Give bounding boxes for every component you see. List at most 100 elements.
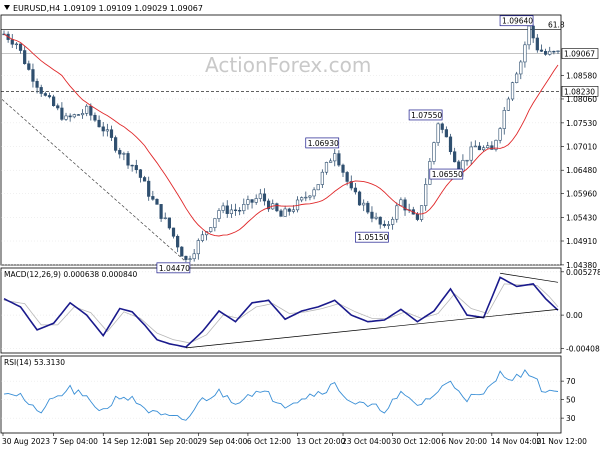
candle-body (47, 95, 52, 98)
candle-body (444, 129, 448, 138)
candle-body (370, 211, 374, 219)
candle-body (233, 209, 238, 212)
candle-body (448, 136, 453, 153)
candle-body (341, 164, 345, 173)
candle-body (118, 150, 122, 155)
candle-body (27, 63, 31, 70)
candle-body (519, 61, 523, 75)
candle-body (23, 50, 27, 65)
candle-body (151, 196, 155, 200)
candle-body (287, 208, 291, 212)
swing-label: 1.06550 (432, 170, 463, 179)
candle-body (250, 199, 254, 203)
swing-label: 1.04470 (159, 264, 190, 273)
candle-body (258, 193, 262, 199)
candle-body (43, 93, 47, 96)
candle-body (225, 205, 229, 214)
swing-label-box (429, 168, 464, 180)
fib-level-label: 61.8 (548, 21, 565, 30)
candle-body (126, 153, 130, 166)
candle-body (552, 50, 556, 53)
time-tick-label: 21 Sep 20:00 (148, 437, 198, 446)
candle-body (308, 195, 312, 198)
symbol-dropdown-icon[interactable] (4, 5, 10, 10)
candle-body (171, 227, 176, 237)
candle-body (221, 205, 225, 211)
candle-body (159, 204, 163, 219)
time-tick-label: 7 Sep 04:00 (53, 437, 99, 446)
watermark: ActionForex.com (205, 53, 371, 77)
support-tag: 1.08230 (564, 87, 595, 96)
time-tick-label: 21 Nov 12:00 (536, 437, 587, 446)
candle-body (238, 210, 242, 212)
time-tick-label: 30 Oct 12:00 (392, 437, 441, 446)
current-price-tag: 1.09067 (564, 50, 595, 59)
candle-body (349, 181, 353, 189)
price-trendline (1, 99, 187, 263)
candle-body (515, 73, 519, 83)
candle-body (548, 50, 552, 55)
candle-body (316, 184, 320, 191)
candle-body (60, 107, 64, 120)
candle-body (68, 115, 72, 118)
candle-body (64, 115, 68, 120)
candle-body (486, 145, 490, 149)
candle-body (213, 218, 217, 228)
candle-body (134, 165, 138, 171)
current-price-tag-box (561, 48, 599, 59)
candle-body (556, 50, 560, 52)
candle-body (465, 159, 469, 162)
candle-body (97, 119, 101, 128)
price-tick-label: 1.05960 (566, 190, 597, 199)
swing-label-box (355, 231, 389, 243)
symbol-label: EURUSD,H4 (13, 4, 60, 13)
support-tag-box (561, 86, 599, 97)
candle-body (184, 255, 188, 260)
rsi-tick-label: 70 (566, 377, 576, 386)
time-tick-label: 30 Aug 2023 (2, 437, 50, 446)
candle-body (80, 113, 85, 116)
candle-body (18, 43, 23, 51)
candle-body (85, 105, 89, 114)
candle-body (192, 253, 196, 260)
macd-panel-frame (0, 267, 562, 354)
candle-body (266, 200, 271, 210)
candle-body (440, 123, 444, 130)
candle-body (167, 217, 171, 229)
price-tick-label: 1.08060 (566, 95, 597, 104)
candle-body (217, 210, 221, 219)
candle-body (52, 96, 56, 107)
macd-tick-label: 0.005278 (566, 268, 600, 277)
candle-body (357, 191, 362, 206)
candle-body (262, 193, 267, 202)
falling-trendline (1, 99, 187, 263)
candle-body (130, 164, 134, 167)
candle-body (535, 37, 539, 51)
candle-body (89, 105, 93, 116)
macd-tick-label: -0.004087 (566, 345, 600, 354)
macd-label: MACD(12,26,9) 0.000638 0.000840 (4, 270, 138, 279)
candle-body (155, 198, 159, 205)
swing-labels: 1.04470 1.06930 1.05150 1.07550 1.06550 1.096… (156, 15, 534, 274)
candle-body (510, 82, 515, 100)
candle-body (142, 177, 147, 182)
candle-body (209, 227, 213, 232)
candle-body (200, 234, 205, 241)
swing-label-box (305, 137, 340, 149)
candle-body (122, 153, 126, 155)
swing-label: 1.07550 (411, 111, 442, 120)
time-tick-label: 6 Nov 20:00 (441, 437, 487, 446)
time-tick-label: 14 Sep 12:00 (102, 437, 152, 446)
candle-body (436, 123, 440, 143)
candle-body (56, 105, 60, 109)
rsi-gridlines (1, 380, 561, 419)
candle-body (473, 145, 477, 148)
time-tick-label: 6 Oct 12:00 (247, 437, 291, 446)
swing-label: 1.09640 (502, 17, 533, 26)
rsi-panel-frame (0, 355, 562, 434)
candle-body (14, 43, 19, 46)
candle-body (523, 44, 527, 63)
rsi-line (3, 369, 559, 421)
